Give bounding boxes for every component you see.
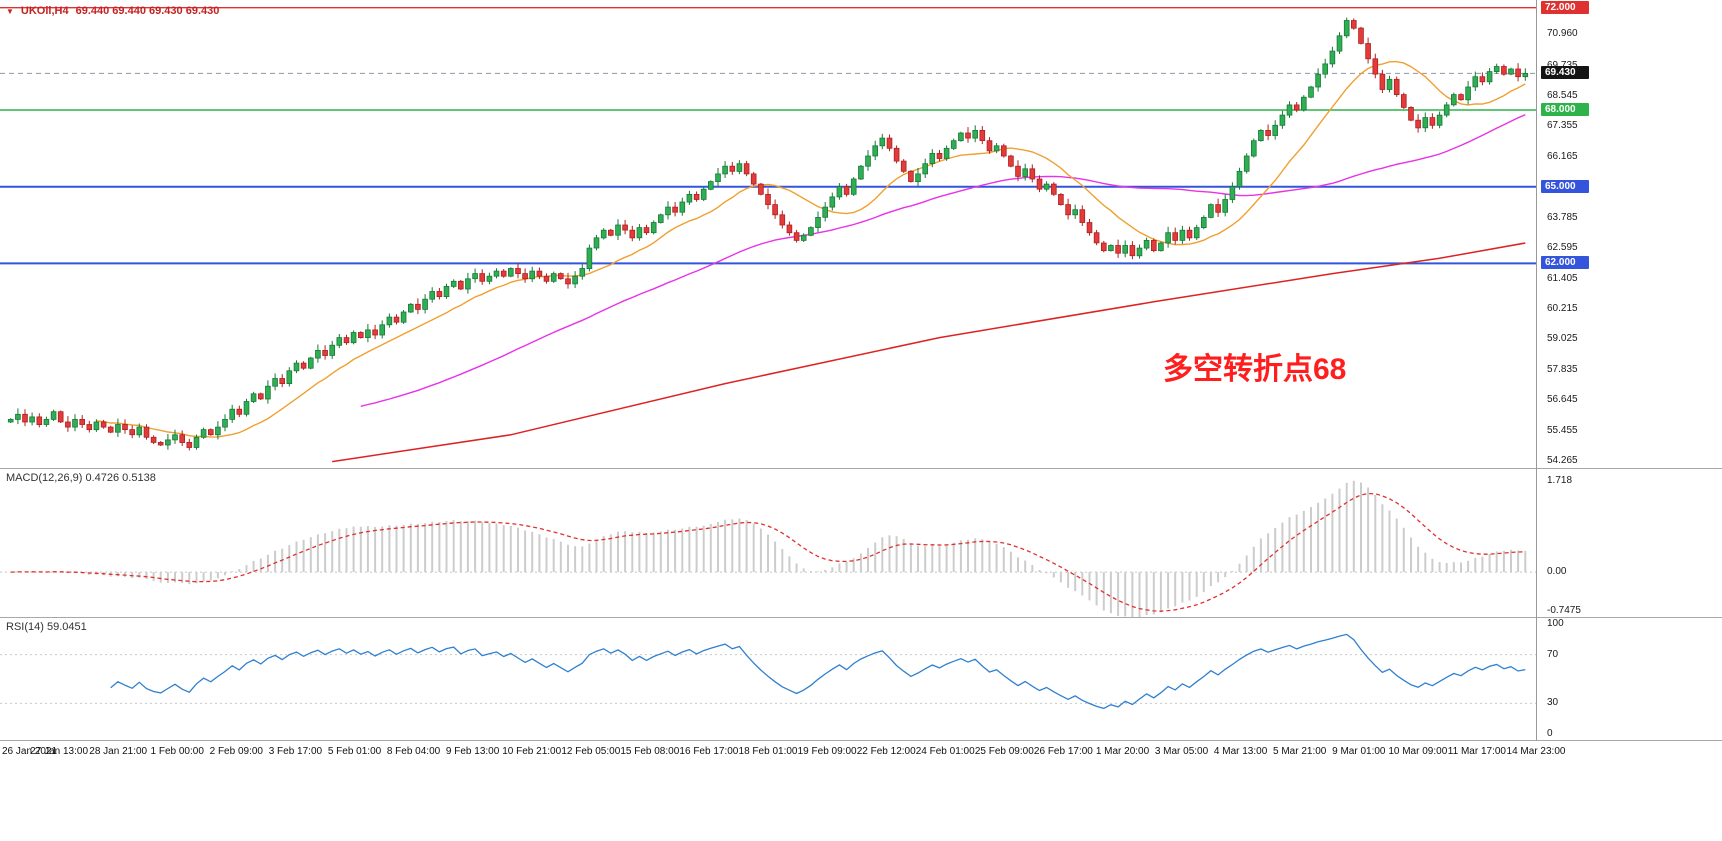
candlestick-chart-canvas[interactable] [0,0,1536,468]
ma-fast-line [96,60,1526,438]
rsi-chart-canvas[interactable] [0,618,1536,740]
time-axis: 26 Jan 2021 27 Jan 13:00 28 Jan 21:00 1 Feb… [0,741,1722,765]
rsi-indicator-panel[interactable]: RSI(14) 59.0451 100 70 30 0 [0,618,1722,740]
price-tick: 62.595 [1547,242,1578,254]
price-tick: 59.025 [1547,333,1578,345]
rsi-tick: 30 [1547,697,1559,709]
price-badge-65.000: 65.000 [1541,179,1589,193]
macd-tick: 0.00 [1547,566,1567,578]
time-label: 18 Feb 01:00 [738,746,798,757]
ohlc-quotes-label: 69.440 69.440 69.430 69.430 [75,5,220,17]
time-label: 5 Feb 01:00 [327,746,382,757]
price-tick: 57.835 [1547,363,1578,375]
time-label: 19 Feb 09:00 [797,746,857,757]
price-tick: 67.355 [1547,120,1578,132]
rsi-label: RSI(14) 59.0451 [6,621,87,633]
time-label: 3 Mar 05:00 [1154,746,1209,757]
time-label: 1 Mar 20:00 [1095,746,1150,757]
price-badge-72.000: 72.000 [1541,0,1589,14]
rsi-tick: 0 [1547,728,1553,739]
axis-border [1536,0,1537,741]
time-label: 26 Feb 17:00 [1033,746,1093,757]
macd-signal-line [10,492,1526,612]
macd-label: MACD(12,26,9) 0.4726 0.5138 [6,472,156,484]
macd-tick: 1.718 [1547,475,1573,487]
price-tick: 56.645 [1547,394,1578,406]
price-badge-69.430: 69.430 [1541,66,1589,80]
ma-slow-line [332,242,1526,463]
macd-axis: 1.718 0.00 -0.7475 [1541,469,1722,617]
time-label: 11 Mar 17:00 [1447,746,1506,757]
rsi-line [110,633,1526,710]
price-tick: 68.545 [1547,90,1578,102]
panel-separator [0,740,1722,741]
price-axis: 70.960 69.735 68.545 67.355 66.165 63.785 62.5… [1541,0,1722,468]
macd-indicator-panel[interactable]: MACD(12,26,9) 0.4726 0.5138 1.718 0.00 -0.… [0,469,1722,617]
price-tick: 69.735 [1547,59,1578,71]
price-tick: 66.165 [1547,150,1578,162]
macd-histogram [16,480,1527,617]
time-label: 28 Jan 21:00 [89,746,148,757]
price-chart-panel[interactable]: ▼ UKOil,H4 69.440 69.440 69.430 69.430 多… [0,0,1722,468]
time-label: 3 Feb 17:00 [268,746,323,757]
time-label: 25 Feb 09:00 [974,746,1034,757]
time-label: 15 Feb 08:00 [620,746,680,757]
time-label: 12 Feb 05:00 [561,746,621,757]
time-label: 9 Mar 01:00 [1332,746,1386,757]
time-label: 2 Feb 09:00 [209,746,263,757]
price-tick: 60.215 [1547,303,1578,315]
time-label: 14 Mar 23:00 [1506,746,1566,757]
rsi-tick: 70 [1547,648,1559,660]
rsi-tick: 100 [1547,618,1564,629]
time-label: 10 Mar 09:00 [1388,746,1448,757]
rsi-axis: 100 70 30 0 [1541,618,1722,740]
time-label: 4 Mar 13:00 [1213,746,1268,757]
time-label: 10 Feb 21:00 [502,746,562,757]
time-label: 8 Feb 04:00 [386,746,441,757]
ma-mid-line [360,114,1526,407]
time-label: 22 Feb 12:00 [856,746,916,757]
panel-separator [0,617,1722,618]
symbol-timeframe-label: UKOil,H4 [20,5,69,17]
price-tick: 63.785 [1547,211,1578,223]
price-tick: 55.455 [1547,424,1578,436]
time-label: 26 Jan 2021 [2,746,58,757]
chevron-down-icon[interactable]: ▼ [6,6,14,16]
time-label: 16 Feb 17:00 [679,746,739,757]
panel-separator [0,468,1722,469]
time-label: 1 Feb 00:00 [150,746,204,757]
time-label: 9 Feb 13:00 [445,746,500,757]
time-label: 24 Feb 01:00 [915,746,975,757]
candlesticks [7,17,1529,451]
price-tick: 70.960 [1547,28,1578,40]
chart-annotation: 多空转折点68 [1163,353,1347,386]
time-label: 27 Jan 13:00 [30,746,89,757]
price-tick: 54.265 [1547,455,1578,467]
price-badge-62.000: 62.000 [1541,256,1589,270]
price-tick: 61.405 [1547,272,1578,284]
macd-tick: -0.7475 [1547,605,1581,616]
time-label: 5 Mar 21:00 [1273,746,1327,757]
macd-chart-canvas[interactable] [0,469,1536,617]
chart-header: ▼ UKOil,H4 69.440 69.440 69.430 69.430 [6,5,219,17]
price-badge-68.000: 68.000 [1541,102,1589,116]
